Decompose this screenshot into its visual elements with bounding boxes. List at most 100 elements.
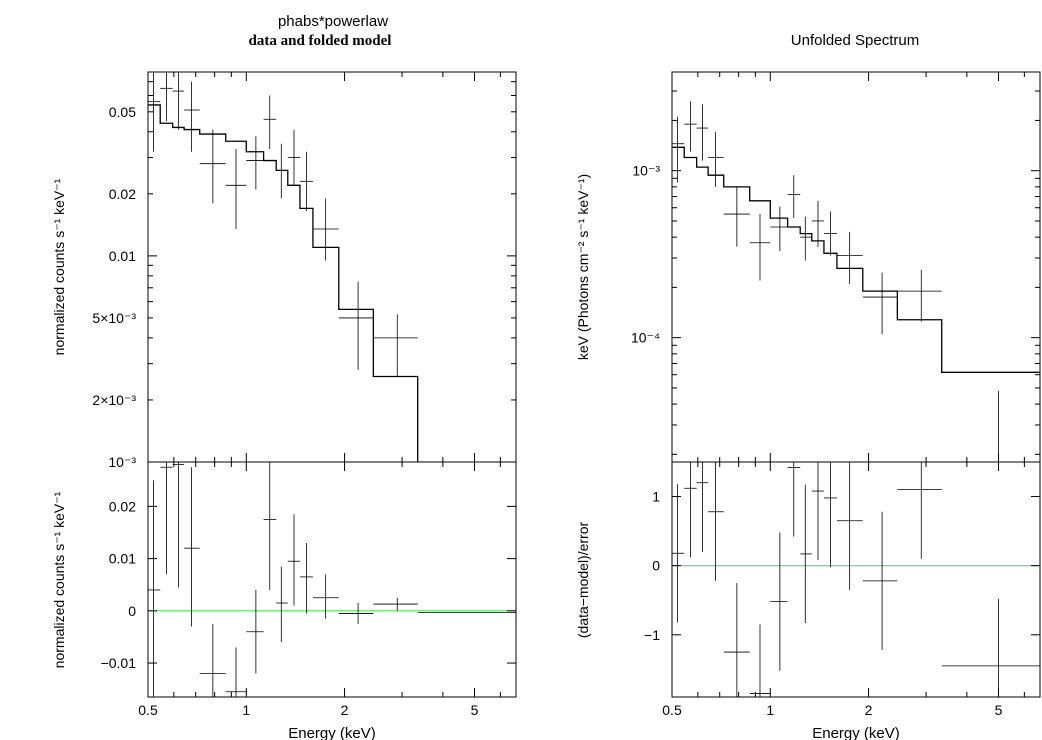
y-tick-label: 0.05 xyxy=(109,104,136,120)
data-point xyxy=(263,462,277,590)
y-axis-label: keV (Photons cm⁻² s⁻¹ keV⁻¹) xyxy=(575,174,591,360)
data-point xyxy=(199,129,226,204)
x-tick-label: 1 xyxy=(766,702,774,718)
y-axis-label: normalized counts s⁻¹ keV⁻¹ xyxy=(51,491,67,668)
y-tick-label: 0 xyxy=(128,603,136,619)
data-point xyxy=(811,200,824,247)
x-axis-label: Energy (keV) xyxy=(812,725,900,740)
model-histogram xyxy=(148,104,419,462)
left-subtitle: data and folded model xyxy=(249,33,392,49)
y-tick-label: 0.01 xyxy=(109,551,136,567)
panel-right-bottom: 0.5 1 2 5 Energy (keV) −1 0 1 (data−model)/error xyxy=(575,461,1041,740)
y-tick-label: 0.01 xyxy=(109,248,136,264)
data-point xyxy=(184,81,200,152)
data-point xyxy=(749,214,771,281)
data-point xyxy=(897,462,942,559)
x-tick-label: 5 xyxy=(471,702,479,718)
data-point xyxy=(172,72,185,130)
data-point xyxy=(276,566,288,643)
data-point xyxy=(862,272,898,335)
y-tick-label: −0.01 xyxy=(101,655,137,671)
data-point xyxy=(225,149,247,230)
y-tick-label: 0 xyxy=(652,558,660,574)
x-axis-label: Energy (keV) xyxy=(288,725,376,740)
data-point xyxy=(672,484,685,623)
left-title: phabs*powerlaw xyxy=(278,13,388,30)
data-point xyxy=(184,467,200,627)
y-axis-label: (data−model)/error xyxy=(575,521,591,638)
y-tick-label: 10⁻³ xyxy=(108,454,136,470)
panel-right-top: 10⁻⁴ 10⁻³ keV (Photons cm⁻² s⁻¹ keV⁻¹) xyxy=(575,71,1041,463)
data-point xyxy=(823,462,837,568)
data-point xyxy=(373,314,418,377)
panel-left-top: 10⁻³ 2×10⁻³ 5×10⁻³ 0.01 0.02 0.05 normalized c… xyxy=(51,71,517,470)
y-tick-label: 5×10⁻³ xyxy=(92,310,136,326)
plot-frame xyxy=(671,461,1041,698)
data-point xyxy=(672,116,685,183)
data-point xyxy=(172,462,185,588)
data-point xyxy=(299,151,313,212)
model-histogram xyxy=(672,146,1040,373)
data-point xyxy=(373,597,418,611)
data-point xyxy=(708,462,724,581)
data-point xyxy=(811,462,824,561)
data-point xyxy=(225,647,247,697)
data-point xyxy=(749,624,771,697)
data-point xyxy=(770,532,788,671)
data-point xyxy=(338,281,374,370)
plot-panels: 10⁻³ 2×10⁻³ 5×10⁻³ 0.01 0.02 0.05 normalized c… xyxy=(51,71,1041,740)
plot-frame xyxy=(671,71,1041,463)
data-point xyxy=(823,211,837,256)
x-tick-label: 5 xyxy=(995,702,1003,718)
data-point xyxy=(276,143,288,199)
data-point xyxy=(787,462,801,537)
y-tick-label: 0.02 xyxy=(109,498,136,514)
data-point xyxy=(862,511,898,650)
data-point xyxy=(338,603,374,624)
x-tick-label: 2 xyxy=(341,702,349,718)
y-axis-label: normalized counts s⁻¹ keV⁻¹ xyxy=(51,178,67,355)
data-point xyxy=(723,186,750,247)
data-point xyxy=(246,136,264,190)
data-point xyxy=(684,462,697,558)
data-point xyxy=(246,589,264,674)
data-point xyxy=(684,101,697,152)
y-tick-label: −1 xyxy=(644,627,660,643)
data-point xyxy=(897,269,942,322)
y-tick-label: 10⁻⁴ xyxy=(631,330,660,346)
data-point xyxy=(287,514,300,606)
data-point xyxy=(723,582,750,697)
y-tick-label: 0.02 xyxy=(109,186,136,202)
data-point xyxy=(312,574,339,619)
data-point xyxy=(287,129,300,186)
data-point xyxy=(941,598,1040,697)
data-point xyxy=(770,206,788,252)
data-point xyxy=(696,104,709,161)
x-tick-label: 2 xyxy=(865,702,873,718)
data-point xyxy=(148,480,161,697)
x-tick-label: 1 xyxy=(242,702,250,718)
data-point xyxy=(312,198,339,261)
data-point xyxy=(299,542,313,614)
data-point xyxy=(148,72,161,152)
right-title: Unfolded Spectrum xyxy=(791,32,919,49)
data-point xyxy=(160,462,173,575)
data-point xyxy=(160,72,173,122)
plot-frame xyxy=(147,461,517,698)
data-point xyxy=(787,175,801,219)
data-point xyxy=(800,216,812,261)
y-tick-label: 2×10⁻³ xyxy=(92,392,136,408)
data-point xyxy=(836,231,863,284)
plot-frame xyxy=(147,71,517,463)
data-point xyxy=(836,462,863,590)
x-tick-label: 0.5 xyxy=(138,702,158,718)
data-point xyxy=(696,462,709,552)
data-point xyxy=(708,132,724,187)
y-tick-label: 1 xyxy=(652,489,660,505)
data-point xyxy=(199,623,226,697)
x-tick-label: 0.5 xyxy=(662,702,682,718)
data-point xyxy=(263,95,277,150)
data-point xyxy=(800,484,812,624)
panel-left-bottom: 0.5 1 2 5 Energy (keV) −0.01 0 0.01 0.02 normaliz… xyxy=(51,461,517,740)
